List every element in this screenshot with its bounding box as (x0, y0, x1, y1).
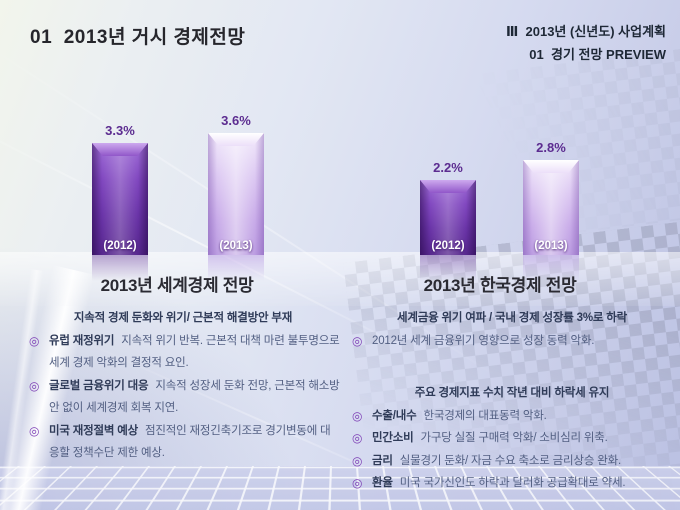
section-heading: 주요 경제지표 수치 작년 대비 하락세 유지 (414, 387, 610, 399)
bullet-lead-text: 환율 (372, 477, 393, 489)
page-title: 01 2013년 거시 경제전망 (30, 27, 246, 48)
bar-value-label: 3.6% (221, 113, 251, 128)
bar-top-bevel (420, 180, 476, 193)
list-item: ◎ 금리 실물경기 둔화/ 자금 수요 축소로 금리상승 완화. (349, 450, 675, 473)
section-heading: 지속적 경제 둔화와 위기/ 근본적 해결방안 부재 (73, 312, 293, 324)
bar-category-label: (2013) (534, 240, 568, 252)
bar-category-label: (2012) (431, 240, 465, 252)
korea-2012-bar: (2012) (420, 180, 476, 255)
ring-bullet-icon: ◎ (29, 378, 40, 393)
world-2012-bar: (2012) (92, 143, 148, 255)
list-item: ◎ 민간소비 가구당 실질 구매력 악화/ 소비심리 위축. (349, 427, 675, 450)
bullet-lead-text: 금리 (372, 454, 393, 467)
header-subsection-label: 01 경기 전망 PREVIEW (529, 47, 666, 62)
ring-bullet-icon: ◎ (352, 476, 363, 490)
bullet-body-text: 2012년 세계 금융위기 영향으로 성장 동력 악화. (372, 334, 595, 347)
world-2012-bar-group: 3.3% (2012) (92, 123, 148, 255)
korea-2013-bar-group: 2.8% (2013) (523, 140, 579, 255)
bullet-lead-text: 민간소비 (372, 432, 414, 444)
bullet-body-text: 지속적 성장세 둔화 전망, 근본적 해소방안 없이 세계경제 회복 지연. (49, 379, 340, 415)
bar-value-label: 2.2% (433, 160, 463, 175)
bullet-lead-text: 유럽 재정위기 (49, 334, 115, 347)
ring-bullet-icon: ◎ (29, 333, 40, 348)
bar-top-bevel (92, 143, 148, 156)
korea-2013-bar: (2013) (523, 160, 579, 255)
world-chart-title: 2013년 세계경제 전망 (100, 276, 254, 295)
header-section-label: Ⅲ 2013년 (신년도) 사업계획 (506, 24, 666, 39)
korea-chart-title: 2013년 한국경제 전망 (423, 276, 577, 295)
bullet-lead-text: 미국 재정절벽 예상 (49, 424, 139, 437)
list-item: ◎ 환율 미국 국가신인도 하락과 달러화 공급확대로 약세. (349, 472, 675, 495)
bullet-lead-text: 글로벌 금융위기 대응 (49, 379, 149, 392)
world-2013-bar-group: 3.6% (2013) (208, 113, 264, 255)
bar-category-label: (2012) (103, 240, 137, 252)
ring-bullet-icon: ◎ (352, 431, 363, 445)
bullet-lead-text: 수출/내수 (372, 409, 417, 422)
ring-bullet-icon: ◎ (352, 333, 363, 348)
bullet-body-text: 실물경기 둔화/ 자금 수요 축소로 금리상승 완화. (399, 454, 621, 467)
list-item: ◎ 수출/내수 한국경제의 대표동력 악화. (349, 405, 675, 428)
bar-category-label: (2013) (219, 240, 253, 252)
bar-value-label: 3.3% (105, 123, 135, 138)
list-item: ◎ 글로벌 금융위기 대응 지속적 성장세 둔화 전망, 근본적 해소방안 없이 … (26, 375, 340, 420)
bullet-body-text: 가구당 실질 구매력 악화/ 소비심리 위축. (420, 432, 608, 444)
list-item: ◎ 유럽 재정위기 지속적 위기 반복. 근본적 대책 마련 불투명으로 세계 경… (26, 330, 340, 375)
list-item: ◎ 미국 재정절벽 예상 점진적인 재정긴축기조로 경기변동에 대응할 정책수단 … (26, 420, 340, 465)
bullet-body-text: 지속적 위기 반복. 근본적 대책 마련 불투명으로 세계 경제 악화의 결정적… (49, 334, 340, 370)
world-economy-text-section: 지속적 경제 둔화와 위기/ 근본적 해결방안 부재 ◎ 유럽 재정위기 지속적 … (26, 307, 340, 465)
bullet-body-text: 점진적인 재정긴축기조로 경기변동에 대응할 정책수단 제한 예상. (49, 424, 331, 460)
ring-bullet-icon: ◎ (352, 408, 363, 423)
list-item: ◎ 2012년 세계 금융위기 영향으로 성장 동력 악화. (349, 330, 675, 353)
korea-2012-bar-group: 2.2% (2012) (420, 160, 476, 255)
section-heading: 세계금융 위기 여파 / 국내 경제 성장률 3%로 하락 (396, 312, 627, 324)
bar-top-bevel (208, 133, 264, 146)
bullet-body-text: 미국 국가신인도 하락과 달러화 공급확대로 약세. (399, 477, 626, 489)
bar-charts-area: 3.3% (2012) 3.6% (2013) 2.2% (2012) 2.8% (92, 113, 579, 255)
bullet-body-text: 한국경제의 대표동력 악화. (423, 409, 547, 422)
ring-bullet-icon: ◎ (29, 423, 40, 438)
ring-bullet-icon: ◎ (352, 453, 363, 468)
bar-top-bevel (523, 160, 579, 173)
korea-economy-text-section: 세계금융 위기 여파 / 국내 경제 성장률 3%로 하락 ◎ 2012년 세계… (349, 307, 675, 495)
header-right: Ⅲ 2013년 (신년도) 사업계획 01 경기 전망 PREVIEW (506, 20, 666, 66)
world-2013-bar: (2013) (208, 133, 264, 255)
bar-value-label: 2.8% (536, 140, 566, 155)
